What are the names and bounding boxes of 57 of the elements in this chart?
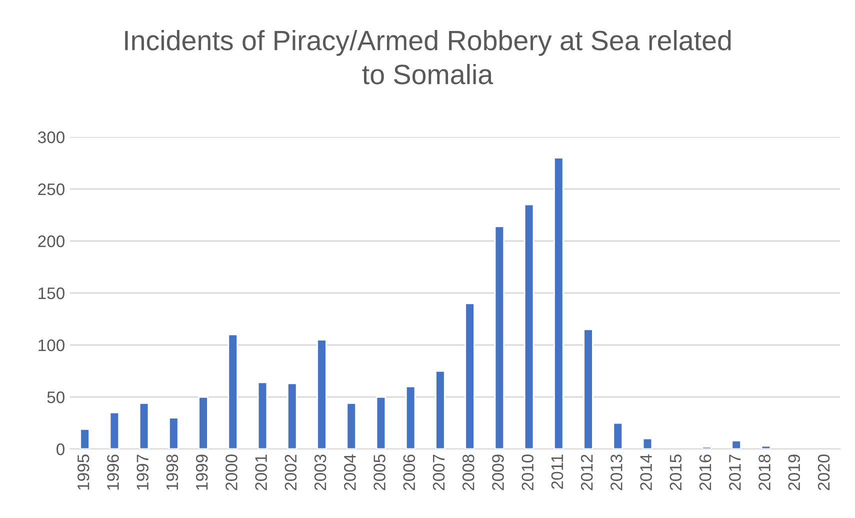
bar <box>346 402 356 449</box>
x-tick-label: 2017 <box>729 454 741 490</box>
x-tick-label: 2001 <box>255 454 267 490</box>
bar <box>731 440 742 449</box>
x-tick-label: 1999 <box>196 454 208 490</box>
y-tick-label: 250 <box>38 183 64 196</box>
x-tick-label: 2002 <box>284 454 297 490</box>
x-tick-label: 2000 <box>226 454 238 490</box>
x-tick-label: 2009 <box>492 454 504 490</box>
y-tick-label: 0 <box>56 443 64 456</box>
bar <box>286 382 298 449</box>
y-tick-label: 300 <box>38 131 64 144</box>
bar <box>109 412 120 449</box>
bar <box>583 328 594 449</box>
x-tick-label: 2018 <box>758 454 770 490</box>
bar <box>198 396 208 449</box>
bar <box>760 445 772 449</box>
bar <box>405 386 416 449</box>
bar <box>80 428 90 449</box>
y-tick-label: 200 <box>38 235 64 248</box>
x-tick-label: 1997 <box>136 454 149 490</box>
x-tick-label: 2016 <box>699 454 712 490</box>
bar <box>376 396 386 449</box>
bar <box>316 339 327 449</box>
bar <box>168 417 179 449</box>
x-tick-label: 2006 <box>403 454 416 490</box>
x-tick-label: 2013 <box>610 454 622 490</box>
y-tick-label: 150 <box>38 287 64 300</box>
bar <box>228 334 238 449</box>
x-tick-label: 2004 <box>344 454 356 490</box>
bar <box>612 422 624 449</box>
bar <box>702 446 712 449</box>
bar <box>464 302 475 449</box>
x-tick-label: 2019 <box>788 454 800 490</box>
x-tick-label: 2020 <box>818 454 830 490</box>
x-tick-label: 2010 <box>522 454 534 490</box>
y-tick-label: 100 <box>38 339 64 352</box>
x-tick-label: 2008 <box>462 454 474 490</box>
chart-title: Incidents of Piracy/Armed Robbery at Sea related to Somalia <box>125 30 731 84</box>
x-tick-label: 2015 <box>670 454 682 490</box>
y-tick-label: 50 <box>47 391 64 404</box>
x-tick-label: 2014 <box>640 454 652 490</box>
x-tick-label: 2007 <box>432 454 445 490</box>
bar <box>494 226 505 449</box>
bar <box>435 370 446 449</box>
x-tick-label: 2003 <box>314 454 326 490</box>
bar <box>642 438 653 449</box>
x-tick-label: 2012 <box>580 454 593 490</box>
x-tick-label: 1995 <box>77 454 90 490</box>
bar <box>257 382 268 449</box>
bar <box>138 402 150 449</box>
bar <box>554 157 564 449</box>
bar <box>524 204 534 449</box>
x-tick-label: 2005 <box>374 454 386 490</box>
x-tick-label: 1996 <box>107 454 119 490</box>
x-tick-label: 2011 <box>551 454 564 489</box>
x-tick-label: 1998 <box>166 454 178 490</box>
